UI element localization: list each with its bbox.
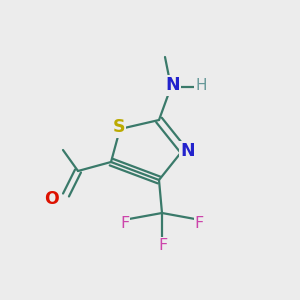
Text: F: F: [159, 238, 168, 253]
Text: F: F: [195, 216, 204, 231]
Text: H: H: [195, 78, 207, 93]
Text: N: N: [180, 142, 195, 160]
Text: S: S: [112, 118, 125, 136]
Text: N: N: [165, 76, 180, 94]
Text: F: F: [120, 216, 129, 231]
Text: O: O: [44, 190, 59, 208]
